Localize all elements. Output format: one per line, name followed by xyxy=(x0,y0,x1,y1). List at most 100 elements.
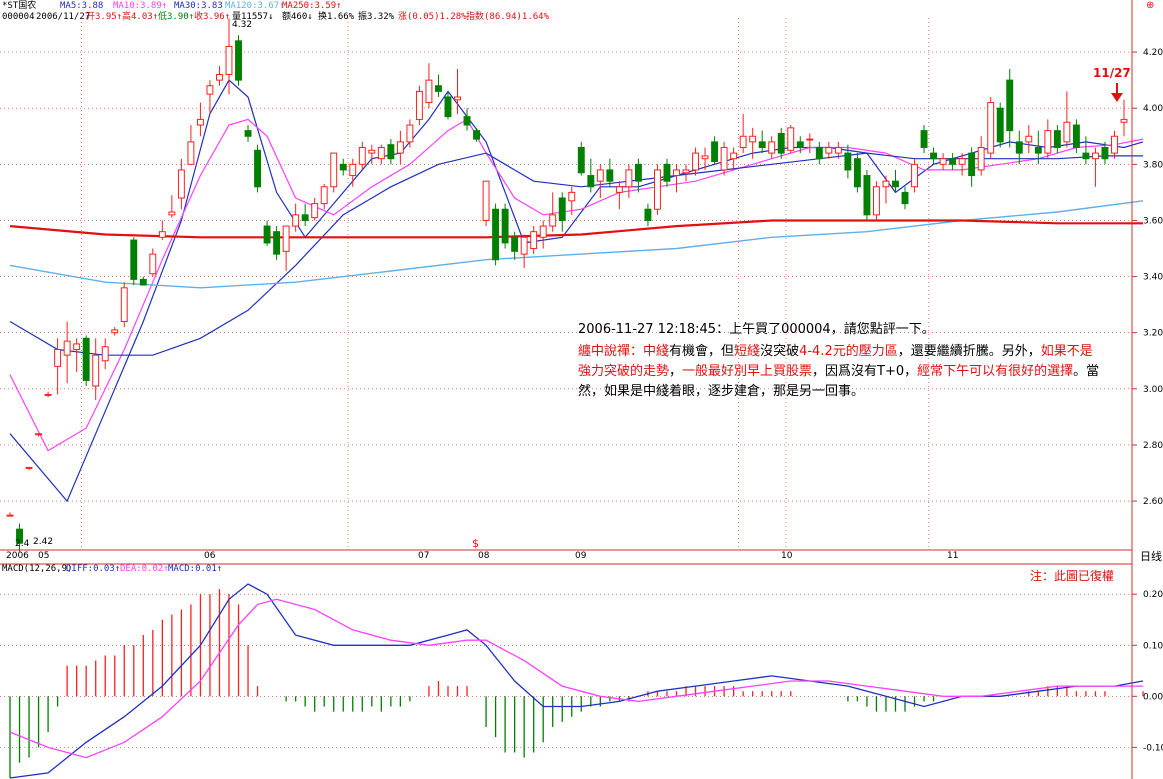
candle xyxy=(872,181,880,221)
candle-body xyxy=(949,158,957,165)
question-line: 2006-11-27 12:18:45：上午買了000004，請您點評一下。 xyxy=(578,321,935,337)
candle xyxy=(1015,130,1023,165)
candle xyxy=(444,91,452,120)
candle xyxy=(92,338,100,401)
candle-body xyxy=(273,231,281,255)
low-label: 2.42 xyxy=(33,537,53,547)
candle-body xyxy=(216,74,223,81)
candle xyxy=(44,391,52,398)
candle xyxy=(1006,68,1014,148)
candle-body xyxy=(958,158,966,165)
candle xyxy=(825,141,833,159)
price-tick-label: 4.20 xyxy=(1143,48,1163,58)
candle xyxy=(254,144,262,193)
candle xyxy=(949,153,957,170)
candle-body xyxy=(44,393,52,396)
candle-body xyxy=(530,231,538,250)
candle-body xyxy=(730,152,738,160)
candle xyxy=(901,186,909,210)
month-10-label: 10 xyxy=(781,551,793,561)
candle-body xyxy=(16,528,23,544)
candle xyxy=(615,181,623,210)
macd-tick-label: 0.00 xyxy=(1143,692,1163,702)
high-price: 高4.03↑ xyxy=(122,10,158,22)
candle-body xyxy=(311,203,319,219)
period-label[interactable]: 日线 xyxy=(1140,549,1162,563)
candle-body xyxy=(872,186,880,216)
candle xyxy=(225,18,233,95)
candle-body xyxy=(901,191,909,205)
candle xyxy=(682,164,690,182)
candle-body xyxy=(930,152,938,160)
candle xyxy=(149,248,157,277)
month-08-label: 08 xyxy=(478,551,490,561)
candle-body xyxy=(349,163,357,177)
candle-body xyxy=(968,152,976,177)
candle-body xyxy=(911,163,918,188)
candle xyxy=(987,96,995,159)
candle-body xyxy=(320,186,328,205)
dea-value: DEA:0.02↑ xyxy=(120,564,169,574)
candle xyxy=(387,139,395,165)
candle-body xyxy=(82,337,90,381)
year-label: 2006 xyxy=(6,551,29,561)
candle xyxy=(568,186,576,215)
candle xyxy=(168,195,176,218)
candle xyxy=(435,74,442,97)
candle-body xyxy=(777,132,785,154)
month-07-label: 07 xyxy=(418,551,429,561)
macd-tick-label: -0.10 xyxy=(1143,743,1163,753)
amount-value: 额460↓ xyxy=(282,10,313,22)
date-axis: 2006 05 06 07 08 09 10 11 日线 $ xyxy=(0,537,1162,563)
candle xyxy=(720,141,728,176)
open-price: 开3.95↑ xyxy=(86,11,122,22)
annotation-paragraph: 2006-11-27 12:18:45：上午買了000004，請您點評一下。 纏… xyxy=(578,321,1099,399)
candle-body xyxy=(577,146,585,174)
candle xyxy=(777,127,785,159)
candle xyxy=(501,203,509,249)
price-tick-label: 2.80 xyxy=(1143,441,1163,451)
candle-body xyxy=(558,197,566,221)
candle-body xyxy=(1053,130,1061,148)
candle xyxy=(701,147,709,170)
candle xyxy=(673,164,680,193)
candle xyxy=(330,152,338,193)
candle xyxy=(282,225,290,271)
quote-date: 2006/11/27 xyxy=(36,12,90,22)
candle-body xyxy=(939,158,947,165)
price-tick-label: 3.00 xyxy=(1143,385,1163,395)
diff-value: DIFF:0.03↑ xyxy=(66,564,120,574)
candle-body xyxy=(749,135,757,143)
candle xyxy=(787,125,795,154)
candle-body xyxy=(330,152,338,188)
candle xyxy=(806,133,814,154)
candle-body xyxy=(1044,130,1052,154)
candle xyxy=(892,169,899,193)
ma10-value: MA10:3.89↑ xyxy=(113,1,167,11)
candle-body xyxy=(663,163,671,182)
candle xyxy=(530,226,538,255)
high-label: 4.32 xyxy=(232,20,252,30)
candle xyxy=(425,63,433,109)
candle xyxy=(301,203,309,227)
candle-body xyxy=(1034,146,1042,154)
candle xyxy=(730,147,738,170)
candle xyxy=(339,158,347,176)
candle xyxy=(968,147,976,187)
candle-body xyxy=(111,329,119,334)
candle xyxy=(1025,125,1033,154)
candle xyxy=(235,35,242,86)
candle xyxy=(1044,119,1052,159)
candle-body xyxy=(368,149,376,154)
arrow-down-icon xyxy=(1111,83,1123,102)
candle xyxy=(177,158,185,210)
candle-body xyxy=(225,45,233,76)
candle-body xyxy=(35,433,43,436)
candle-body xyxy=(511,236,519,252)
candle-body xyxy=(425,79,433,104)
candle xyxy=(473,127,480,142)
candle-body xyxy=(796,141,804,148)
candle xyxy=(844,144,852,179)
